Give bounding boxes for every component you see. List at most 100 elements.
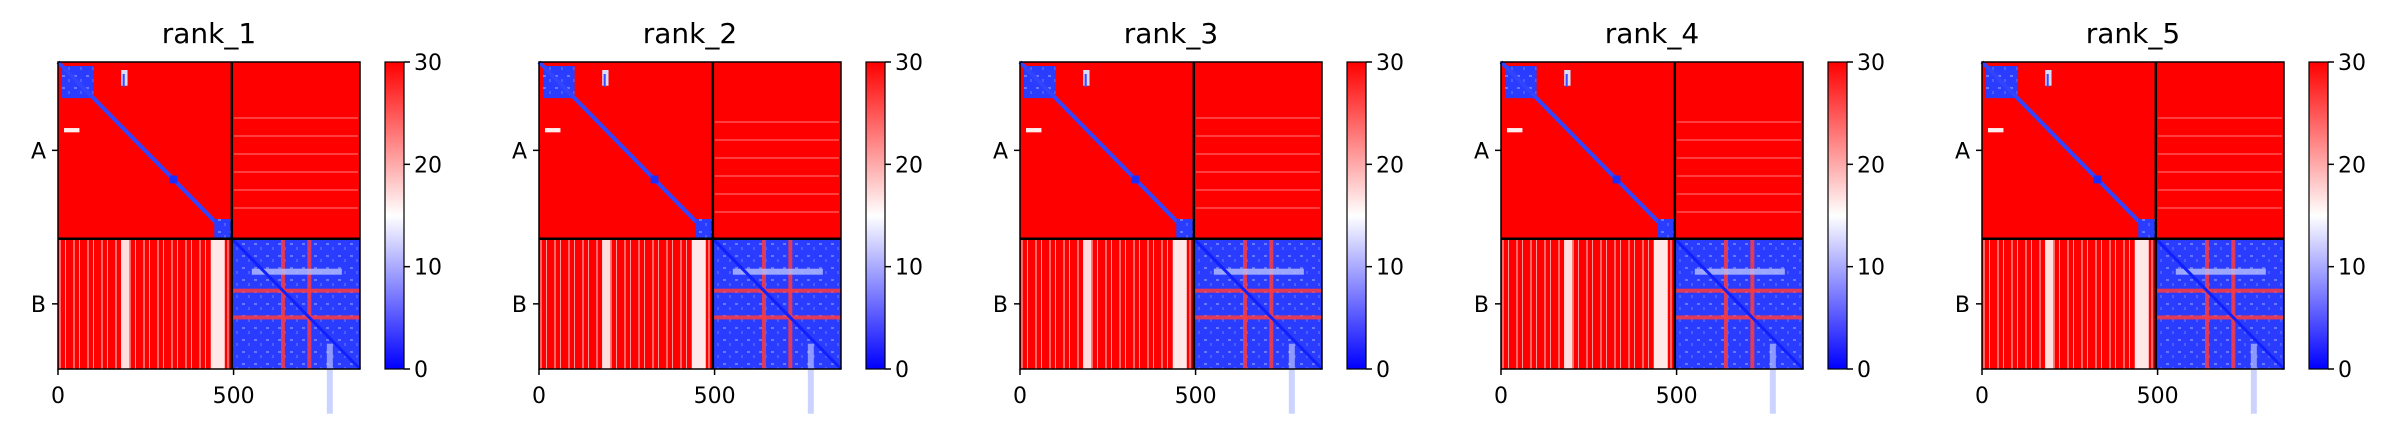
block-a-b-streak bbox=[1676, 193, 1801, 195]
panel-title: rank_3 bbox=[1124, 17, 1218, 50]
block-a-small-domain bbox=[1131, 175, 1140, 184]
block-a-b-streak bbox=[233, 171, 358, 173]
block-b-b-light bbox=[251, 268, 342, 275]
colorbar-tick-label: 30 bbox=[895, 51, 923, 76]
x-tick-label: 500 bbox=[694, 384, 736, 409]
domain-boundary-v bbox=[1750, 238, 1755, 369]
block-b-b-light bbox=[1213, 268, 1304, 275]
domain-boundary-v bbox=[788, 238, 793, 369]
panel-title: rank_5 bbox=[2086, 17, 2180, 50]
block-b-b-light bbox=[1769, 343, 1776, 414]
domain-boundary-h bbox=[231, 288, 360, 293]
block-a-b-streak bbox=[1676, 211, 1801, 213]
block-a-b-streak bbox=[1676, 121, 1801, 123]
block-a-b-streak bbox=[714, 211, 839, 213]
colorbar bbox=[1347, 62, 1366, 369]
block-a-small-domain bbox=[2093, 175, 2102, 184]
domain-boundary-h bbox=[231, 315, 360, 320]
block-a-b bbox=[1674, 62, 1803, 239]
block-a-b-streak bbox=[233, 153, 358, 155]
chain-a-diagonal bbox=[1499, 60, 1677, 241]
block-b-b-light bbox=[1288, 343, 1295, 414]
block-a-b-streak bbox=[233, 207, 358, 209]
heatmap-frame bbox=[538, 61, 842, 370]
colorbar-tick-label: 0 bbox=[1857, 358, 1871, 383]
block-b-a-light-band bbox=[691, 238, 706, 369]
colorbar-frame bbox=[384, 61, 405, 370]
block-a-b-streak bbox=[2157, 135, 2282, 137]
colorbar-tick-label: 0 bbox=[2338, 358, 2352, 383]
block-a-c-domain bbox=[1657, 219, 1675, 239]
block-b-a-light-band bbox=[602, 238, 611, 369]
block-a-satellite-core bbox=[2046, 74, 2049, 87]
block-a-light-patch bbox=[1026, 128, 1042, 133]
chain-a-diagonal bbox=[1018, 60, 1196, 241]
block-a-b-streak bbox=[2157, 171, 2282, 173]
colorbar-tick-label: 0 bbox=[414, 358, 428, 383]
block-b-a-light-band bbox=[2134, 238, 2149, 369]
block-a-b bbox=[1193, 62, 1322, 239]
panel-rank_4: rank_4 A B 0 500 0 10 20 30 bbox=[1474, 17, 1885, 414]
block-a-satellite-core bbox=[603, 74, 606, 87]
panel-rank_5: rank_5 A B 0 500 0 10 20 30 bbox=[1955, 17, 2366, 414]
colorbar-tick-label: 30 bbox=[1376, 51, 1404, 76]
block-a-b-streak bbox=[233, 189, 358, 191]
block-b-a bbox=[58, 238, 232, 369]
block-a-satellite-core bbox=[122, 74, 125, 87]
colorbar-tick-label: 10 bbox=[414, 256, 442, 281]
y-tick-label: B bbox=[1955, 293, 1970, 318]
block-a-c-domain bbox=[214, 219, 232, 239]
domain-boundary-h bbox=[1193, 315, 1322, 320]
panel-rank_2: rank_2 A B 0 500 0 10 20 30 bbox=[512, 17, 923, 414]
colorbar-tick-label: 20 bbox=[414, 153, 442, 178]
domain-boundary-h bbox=[2155, 315, 2284, 320]
x-tick-label: 0 bbox=[532, 384, 546, 409]
block-b-a-light-band bbox=[121, 238, 130, 369]
domain-boundary-h bbox=[1674, 288, 1803, 293]
chain-a-diagonal bbox=[1980, 60, 2158, 241]
block-a-b-streak bbox=[1195, 135, 1320, 137]
block-b-a bbox=[1501, 238, 1675, 369]
chain-b-diagonal bbox=[1192, 237, 1324, 371]
block-b-a bbox=[539, 238, 713, 369]
block-b-a-light-band bbox=[1083, 238, 1092, 369]
colorbar-frame bbox=[1827, 61, 1848, 370]
block-a-light-patch bbox=[1507, 128, 1523, 133]
block-a-light-patch bbox=[545, 128, 561, 133]
block-a-b-streak bbox=[714, 139, 839, 141]
colorbar-frame bbox=[2308, 61, 2329, 370]
domain-boundary-h bbox=[2155, 288, 2284, 293]
domain-boundary-v bbox=[307, 238, 312, 369]
colorbar-tick-label: 0 bbox=[1376, 358, 1390, 383]
block-b-b-light bbox=[326, 343, 333, 414]
chain-b-diagonal bbox=[711, 237, 843, 371]
y-tick-label: B bbox=[512, 293, 527, 318]
block-a-b-streak bbox=[1676, 157, 1801, 159]
block-a-b-streak bbox=[1195, 117, 1320, 119]
heatmap-frame bbox=[57, 61, 361, 370]
y-tick-label: A bbox=[31, 139, 46, 164]
block-a-b-streak bbox=[1195, 153, 1320, 155]
y-tick-label: A bbox=[1474, 139, 1489, 164]
block-a-b bbox=[231, 62, 360, 239]
block-a-b-streak bbox=[233, 135, 358, 137]
block-a-c-domain bbox=[1176, 219, 1194, 239]
colorbar bbox=[385, 62, 404, 369]
domain-boundary-h bbox=[712, 288, 841, 293]
domain-boundary-v bbox=[1723, 238, 1728, 369]
chain-a-diagonal bbox=[56, 60, 234, 241]
block-a-b-streak bbox=[2157, 189, 2282, 191]
block-a-small-domain bbox=[650, 175, 659, 184]
panel-title: rank_2 bbox=[643, 17, 737, 50]
colorbar-tick-label: 10 bbox=[2338, 256, 2366, 281]
x-tick-label: 0 bbox=[51, 384, 65, 409]
block-a-b-streak bbox=[1195, 207, 1320, 209]
colorbar-frame bbox=[1346, 61, 1367, 370]
colorbar-tick-label: 30 bbox=[414, 51, 442, 76]
block-a-b-streak bbox=[714, 157, 839, 159]
block-b-a-light-band bbox=[1653, 238, 1668, 369]
colorbar-tick-label: 10 bbox=[1376, 256, 1404, 281]
y-tick-label: B bbox=[1474, 293, 1489, 318]
colorbar-tick-label: 10 bbox=[1857, 256, 1885, 281]
domain-boundary-h bbox=[1674, 315, 1803, 320]
